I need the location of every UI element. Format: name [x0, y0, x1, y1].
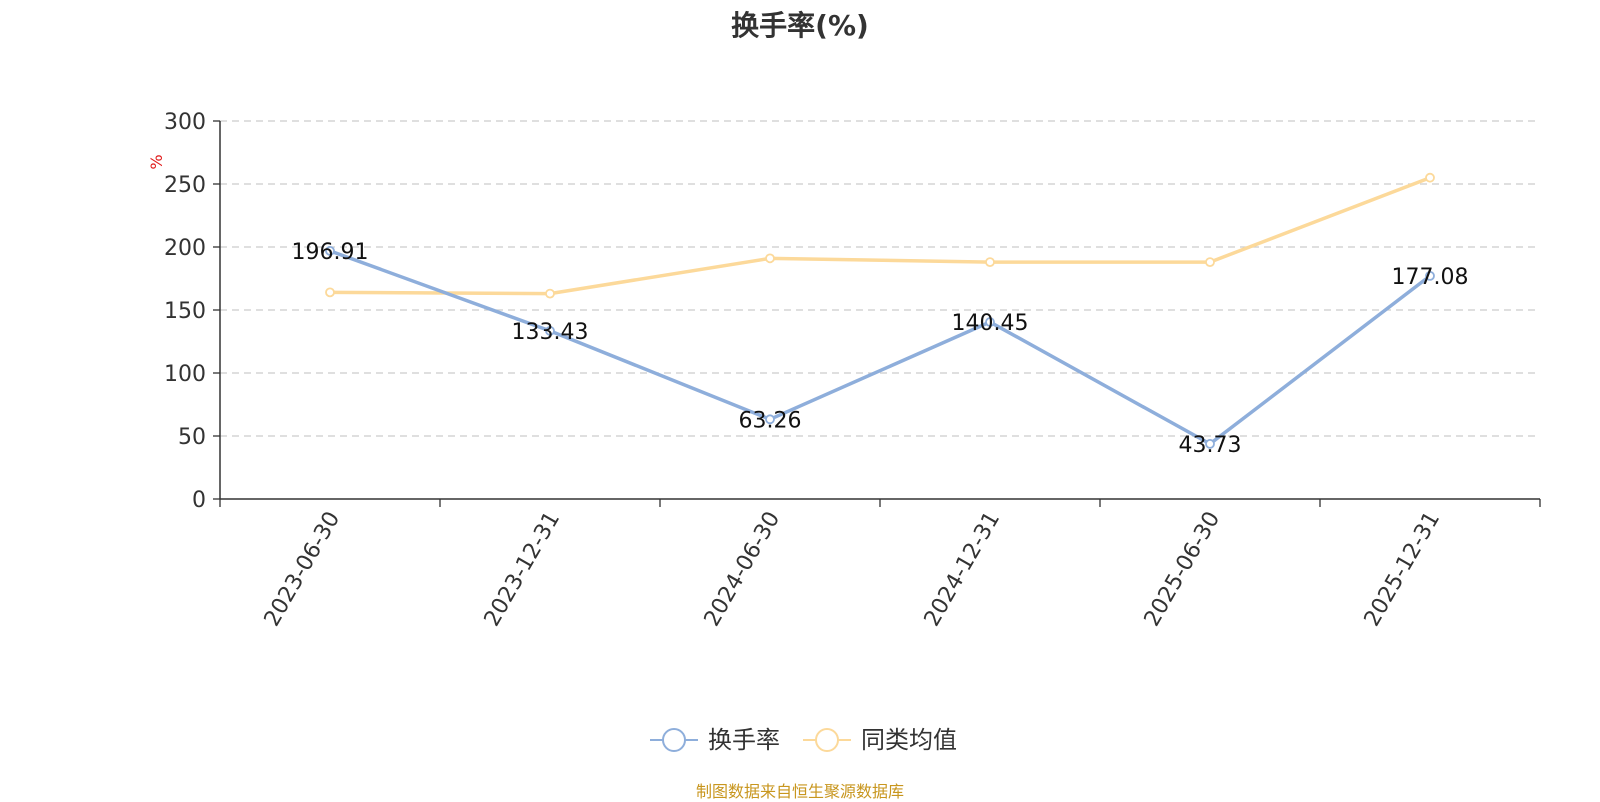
x-tick-label: 2024-06-30 — [700, 508, 786, 631]
chart-title: 换手率(%) — [731, 9, 869, 42]
data-point — [545, 288, 555, 299]
data-source-note: 制图数据来自恒生聚源数据库 — [695, 782, 904, 801]
data-label: 177.08 — [1392, 265, 1469, 290]
series-line-1 — [329, 249, 1432, 446]
data-label: 140.45 — [952, 311, 1029, 336]
x-tick-label: 2023-12-31 — [480, 508, 566, 631]
y-tick-label: 0 — [192, 488, 206, 513]
data-point — [325, 287, 335, 298]
legend-marker — [662, 728, 686, 752]
data-point — [1425, 270, 1435, 281]
legend-marker — [815, 728, 839, 752]
data-point — [765, 414, 775, 425]
y-tick-label: 100 — [164, 362, 206, 387]
y-tick-label: 300 — [164, 110, 206, 135]
y-tick-label: 200 — [164, 236, 206, 261]
series-line-2 — [329, 176, 1431, 296]
data-label: 43.73 — [1179, 433, 1242, 458]
x-tick-label: 2023-06-30 — [260, 508, 346, 631]
legend-label: 换手率 — [708, 726, 780, 754]
y-tick-label: 150 — [164, 299, 206, 324]
data-point — [1205, 257, 1215, 268]
x-tick-label: 2024-12-31 — [920, 508, 1006, 631]
data-point — [325, 245, 335, 256]
y-axis-unit-label: % — [147, 154, 166, 169]
data-point — [985, 257, 995, 268]
data-label: 196.91 — [292, 240, 369, 265]
legend-item-2: 同类均值 — [803, 726, 957, 754]
data-label: 133.43 — [512, 320, 589, 345]
legend-label: 同类均值 — [861, 726, 957, 754]
x-tick-label: 2025-12-31 — [1360, 508, 1446, 631]
data-point — [1425, 172, 1435, 183]
data-point — [545, 325, 555, 336]
data-point — [985, 317, 995, 327]
legend-item-1: 换手率 — [650, 726, 780, 754]
data-point — [1205, 439, 1215, 449]
data-label: 63.26 — [739, 408, 802, 433]
y-tick-label: 50 — [178, 425, 206, 450]
x-tick-label: 2025-06-30 — [1140, 508, 1226, 631]
y-tick-label: 250 — [164, 173, 206, 198]
data-point — [765, 253, 775, 264]
